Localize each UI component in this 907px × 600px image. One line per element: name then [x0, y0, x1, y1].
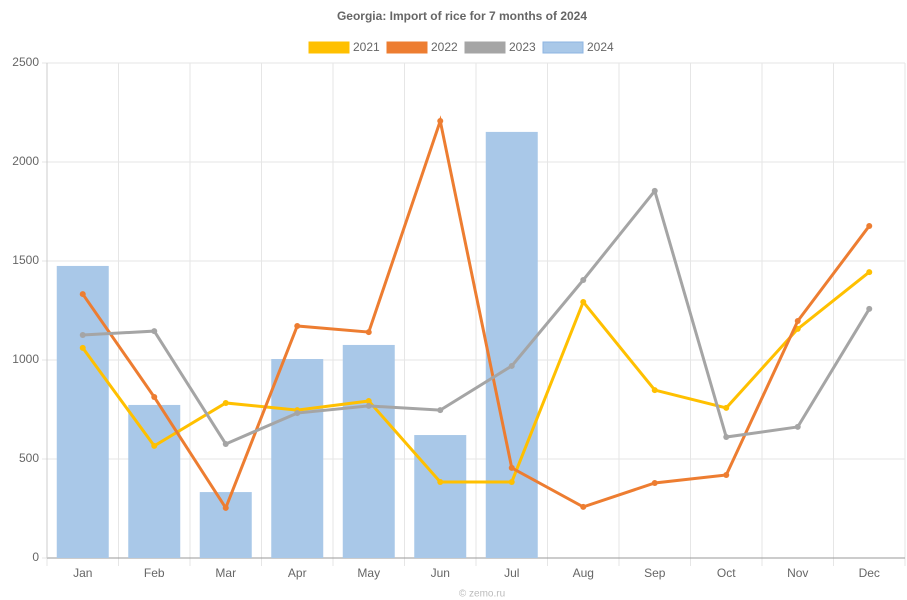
bar	[414, 435, 467, 558]
point	[508, 464, 515, 471]
x-tick-label: Apr	[288, 566, 307, 580]
point	[794, 423, 801, 430]
x-tick-label: May	[357, 566, 380, 580]
x-tick-label: Jan	[73, 566, 92, 580]
point	[151, 442, 158, 449]
point	[580, 298, 587, 305]
point	[651, 187, 658, 194]
point	[866, 269, 873, 276]
point	[365, 329, 372, 336]
legend-label: 2024	[587, 40, 614, 54]
line	[81, 270, 871, 484]
point	[651, 479, 658, 486]
y-tick-label: 1500	[12, 253, 39, 267]
x-tick-label: Oct	[717, 566, 736, 580]
bar	[128, 404, 181, 558]
y-tick-label: 1000	[12, 352, 39, 366]
legend-label: 2021	[353, 40, 380, 54]
line	[82, 187, 871, 446]
x-tick-label: Jun	[431, 566, 450, 580]
point	[794, 317, 801, 324]
x-tick-label: Aug	[573, 566, 594, 580]
bar	[342, 344, 395, 558]
line	[81, 115, 871, 512]
x-tick-label: Jul	[504, 566, 519, 580]
point	[437, 407, 444, 414]
point	[866, 222, 873, 229]
footer: © zemo.ru	[459, 589, 505, 600]
point	[151, 328, 158, 335]
x-tick-label: Mar	[215, 566, 236, 580]
point	[866, 305, 873, 312]
point	[580, 277, 587, 284]
x-tick-label: Sep	[644, 566, 666, 580]
point	[79, 344, 86, 351]
point	[651, 387, 658, 394]
point	[151, 394, 158, 401]
legend-swatch	[542, 41, 584, 54]
legend-label: 2022	[431, 40, 458, 54]
x-tick-label: Nov	[787, 566, 808, 580]
point	[222, 440, 229, 447]
point	[723, 404, 730, 411]
bar	[56, 265, 109, 558]
point	[222, 399, 229, 406]
point	[508, 478, 515, 485]
point	[79, 332, 86, 339]
x-tick-label: Dec	[859, 566, 880, 580]
y-tick-label: 0	[32, 550, 39, 564]
point	[294, 410, 301, 417]
bar	[199, 492, 252, 558]
legend-swatch	[464, 41, 506, 54]
legend-swatch	[386, 41, 428, 54]
y-tick-label: 2500	[12, 55, 39, 69]
y-tick-label: 2000	[12, 154, 39, 168]
point	[222, 504, 229, 511]
point	[79, 291, 86, 298]
x-tick-label: Feb	[144, 566, 165, 580]
point	[580, 503, 587, 510]
point	[508, 362, 515, 369]
point	[294, 322, 301, 329]
chart-title: Georgia: Import of rice for 7 months of …	[337, 9, 587, 23]
y-tick-label: 500	[19, 451, 39, 465]
point	[723, 434, 730, 441]
legend-swatch	[308, 41, 350, 54]
point	[365, 397, 372, 404]
point	[437, 118, 444, 125]
point	[437, 478, 444, 485]
legend-label: 2023	[509, 40, 536, 54]
point	[365, 402, 372, 409]
point	[723, 472, 730, 479]
bar	[271, 359, 324, 558]
